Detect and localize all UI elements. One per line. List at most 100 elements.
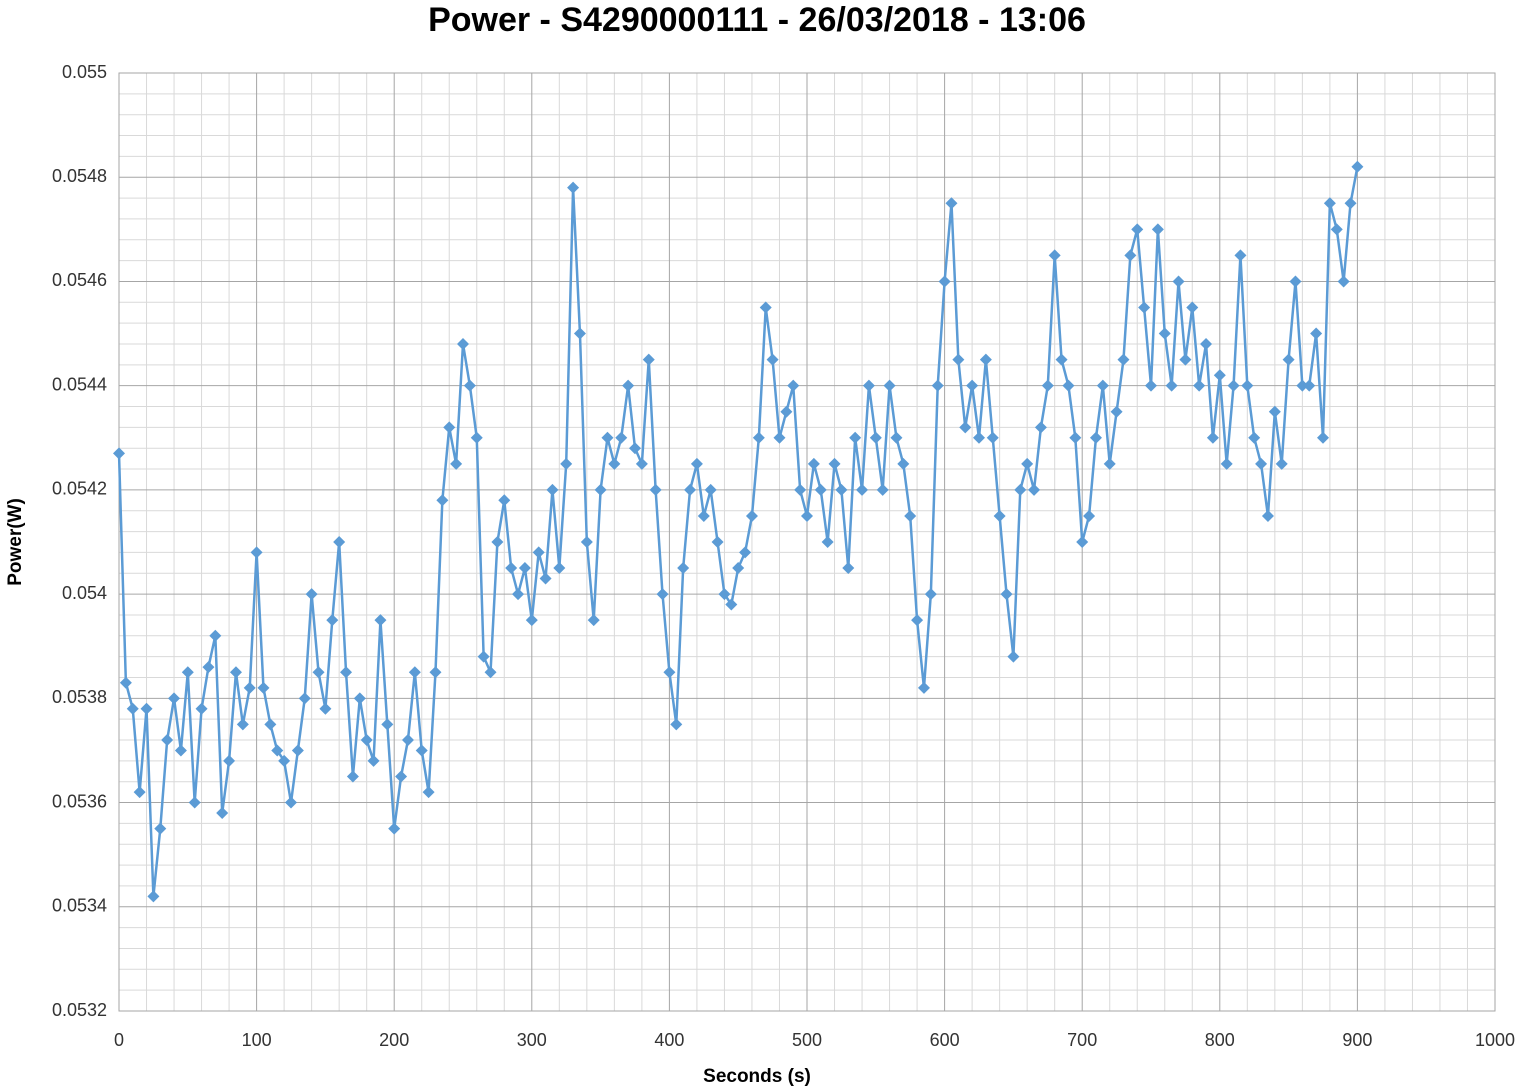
data-point [1096,379,1109,392]
y-axis-label: Power(W) [5,498,26,586]
data-point [656,588,669,601]
data-point [622,379,635,392]
data-point [1248,431,1261,444]
data-point [1165,379,1178,392]
data-point [904,509,917,522]
data-point [1131,223,1144,236]
data-point [828,457,841,470]
data-point [126,702,139,715]
x-tick-label: 600 [930,1030,960,1050]
data-point [525,614,538,627]
data-point [119,676,132,689]
y-tick-label: 0.0542 [52,479,107,499]
data-point [505,562,518,575]
data-point [401,734,414,747]
data-point [188,796,201,809]
data-point [415,744,428,757]
data-point [168,692,181,705]
x-tick-label: 100 [242,1030,272,1050]
data-point [835,483,848,496]
data-point [780,405,793,418]
data-point [374,614,387,627]
data-point [367,754,380,767]
data-point [869,431,882,444]
data-point [1200,337,1213,350]
data-point [801,509,813,522]
data-point [704,483,717,496]
data-point [670,718,683,731]
data-point [174,744,187,757]
data-point [897,457,910,470]
data-point [1076,536,1089,548]
data-point [649,483,662,496]
data-point [250,546,263,559]
data-point [931,379,944,392]
data-point [567,181,580,194]
data-point [587,614,600,627]
data-point [752,431,765,444]
data-point [1069,431,1082,444]
data-point [773,431,786,444]
data-point [759,301,772,314]
x-axis-label: Seconds (s) [703,1066,811,1087]
data-point [677,562,690,575]
data-point [979,353,992,366]
x-tick-label: 200 [379,1030,409,1050]
plot-border [118,72,1496,1012]
data-point [195,702,208,715]
data-point [1234,249,1247,262]
data-point [326,614,339,627]
y-tick-label: 0.054 [62,583,107,603]
data-point [223,754,236,767]
data-point [1110,405,1123,418]
data-point [911,614,924,627]
data-point [477,650,490,663]
data-point [1124,249,1137,262]
data-point [229,666,242,679]
data-point [319,702,332,715]
data-point [539,572,552,585]
data-point [973,431,985,444]
data-point [491,536,504,548]
data-point [1151,223,1164,236]
data-point [573,327,586,340]
data-point [1041,379,1054,392]
data-point [1089,431,1102,444]
data-point [443,421,456,434]
x-tick-label: 1000 [1475,1030,1515,1050]
data-point [732,562,745,575]
data-point [725,598,738,611]
data-point [807,457,820,470]
data-point [1103,457,1116,470]
data-point [429,666,442,679]
data-point [340,666,353,679]
data-point [113,447,125,460]
y-tick-label: 0.0546 [52,270,107,290]
data-point [381,718,394,731]
data-point [236,718,249,731]
data-point [842,562,855,575]
data-point [1227,379,1240,392]
data-point [1117,353,1130,366]
data-point [436,494,449,507]
data-point [457,337,469,350]
data-point [794,483,807,496]
data-point [787,379,800,392]
data-point [1007,650,1020,663]
x-tick-label: 300 [517,1030,547,1050]
data-point [629,442,641,455]
x-tick-label: 900 [1342,1030,1372,1050]
data-point [140,702,153,715]
data-point [1296,379,1309,392]
data-point [814,483,827,496]
data-point [1275,457,1288,470]
data-point [1062,379,1075,392]
data-point [1323,197,1336,210]
data-point [1282,353,1295,366]
data-point [718,588,731,601]
data-point [518,562,531,575]
data-point [1158,327,1171,340]
data-point [312,666,325,679]
data-point [1330,223,1343,236]
data-point [1344,197,1357,210]
